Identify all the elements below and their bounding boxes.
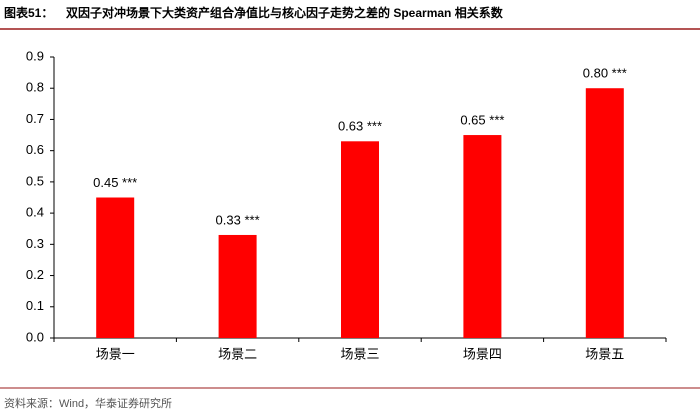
x-tick-label: 场景一 xyxy=(96,346,135,361)
x-tick-label: 场景二 xyxy=(218,346,257,361)
value-label: 0.33 *** xyxy=(216,212,260,227)
chart-title: 双因子对冲场景下大类资产组合净值比与核心因子走势之差的 Spearman 相关系… xyxy=(66,5,504,20)
y-tick-label: 0.2 xyxy=(26,267,44,282)
y-tick-label: 0.5 xyxy=(26,173,44,188)
value-label: 0.65 *** xyxy=(460,112,504,127)
y-tick-label: 0.0 xyxy=(26,329,44,344)
x-tick-label: 场景四 xyxy=(463,346,502,361)
value-label: 0.45 *** xyxy=(93,175,137,190)
value-label: 0.80 *** xyxy=(583,66,627,81)
y-tick-label: 0.7 xyxy=(26,111,44,126)
y-tick-label: 0.3 xyxy=(26,236,44,251)
bar xyxy=(341,141,379,338)
bar xyxy=(463,135,502,338)
y-tick-label: 0.1 xyxy=(26,298,44,313)
figure-label: 图表51： xyxy=(4,5,53,20)
bar xyxy=(585,88,624,338)
value-label: 0.63 *** xyxy=(338,119,382,134)
y-tick-label: 0.8 xyxy=(26,80,44,95)
x-tick-label: 场景三 xyxy=(340,346,379,361)
source-note: 资料来源：Wind，华泰证券研究所 xyxy=(4,396,172,410)
bar xyxy=(96,197,135,338)
x-tick-label: 场景五 xyxy=(585,346,624,361)
y-tick-label: 0.9 xyxy=(26,48,44,63)
y-tick-label: 0.4 xyxy=(26,205,44,220)
bar xyxy=(218,234,257,338)
y-tick-label: 0.6 xyxy=(26,142,44,157)
